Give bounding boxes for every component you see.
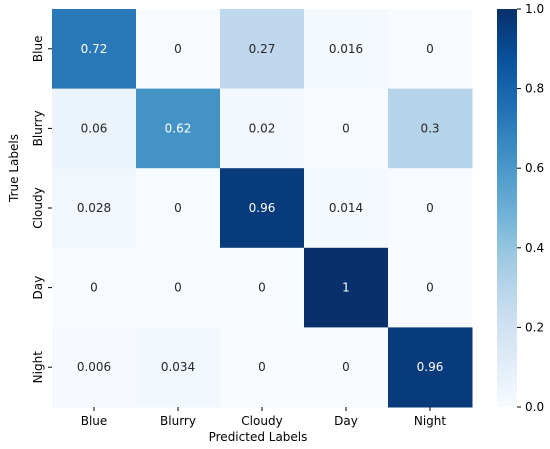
x-tick-label: Blue bbox=[81, 414, 108, 428]
heatmap-cell bbox=[388, 88, 473, 169]
colorbar-tick-label: 1.0 bbox=[525, 2, 544, 16]
heatmap-cell bbox=[136, 88, 221, 169]
y-tick-label: Cloudy bbox=[31, 187, 45, 228]
heatmap-cell bbox=[220, 168, 305, 249]
heatmap-cell bbox=[52, 168, 137, 249]
cell-value-label: 0 bbox=[426, 42, 434, 56]
heatmap-cell bbox=[52, 247, 137, 328]
heatmap-cell bbox=[388, 168, 473, 249]
heatmap-cell bbox=[388, 247, 473, 328]
cell-value-label: 0.006 bbox=[77, 360, 111, 374]
heatmap-cell bbox=[388, 9, 473, 90]
x-tick-label: Blurry bbox=[160, 414, 196, 428]
x-axis-ticks: Blue Blurry Cloudy Day Night bbox=[81, 407, 447, 428]
heatmap-cell bbox=[136, 9, 221, 90]
y-tick-label: Day bbox=[31, 276, 45, 300]
cell-value-label: 0.028 bbox=[77, 201, 111, 215]
heatmap-cell bbox=[220, 9, 305, 90]
y-tick-label: Blurry bbox=[31, 110, 45, 146]
heatmap-cell bbox=[52, 88, 137, 169]
cell-value-label: 0 bbox=[90, 281, 98, 295]
y-tick-label: Blue bbox=[31, 36, 45, 63]
colorbar-ticks: 0.0 0.2 0.4 0.6 0.8 1.0 bbox=[517, 2, 544, 414]
heatmap-cell bbox=[388, 327, 473, 408]
heatmap-cell bbox=[304, 327, 389, 408]
colorbar-tick-label: 0.8 bbox=[525, 82, 544, 96]
heatmap-cell bbox=[304, 168, 389, 249]
colorbar-tick-label: 0.4 bbox=[525, 241, 544, 255]
x-tick-label: Cloudy bbox=[241, 414, 282, 428]
heatmap-cell-labels: 0.72 0 0.27 0.016 0 0.06 0.62 0.02 0 0.3 0.028 0 0.9… bbox=[77, 42, 444, 374]
cell-value-label: 0.02 bbox=[249, 121, 276, 135]
cell-value-label: 0 bbox=[426, 281, 434, 295]
heatmap-cell bbox=[220, 247, 305, 328]
colorbar-tick-label: 0.2 bbox=[525, 320, 544, 334]
heatmap-cell bbox=[220, 327, 305, 408]
x-tick-label: Day bbox=[334, 414, 358, 428]
x-axis-label: Predicted Labels bbox=[209, 430, 308, 444]
cell-value-label: 0.62 bbox=[165, 121, 192, 135]
heatmap-cell bbox=[52, 327, 137, 408]
heatmap-cells bbox=[52, 9, 473, 408]
heatmap-cell bbox=[136, 247, 221, 328]
colorbar-tick-label: 0.6 bbox=[525, 161, 544, 175]
heatmap-cell bbox=[52, 9, 137, 90]
heatmap-cell bbox=[304, 88, 389, 169]
y-axis-ticks: Blue Blurry Cloudy Day Night bbox=[31, 36, 52, 384]
cell-value-label: 0 bbox=[258, 360, 266, 374]
cell-value-label: 0 bbox=[426, 201, 434, 215]
cell-value-label: 0.96 bbox=[417, 360, 444, 374]
cell-value-label: 0 bbox=[342, 360, 350, 374]
cell-value-label: 0.3 bbox=[420, 121, 439, 135]
x-tick-label: Night bbox=[414, 414, 447, 428]
cell-value-label: 0.96 bbox=[249, 201, 276, 215]
y-tick-label: Night bbox=[31, 351, 45, 384]
colorbar bbox=[497, 9, 517, 407]
heatmap-cell bbox=[220, 88, 305, 169]
cell-value-label: 0 bbox=[258, 281, 266, 295]
heatmap-cell bbox=[136, 168, 221, 249]
heatmap-cell bbox=[304, 247, 389, 328]
cell-value-label: 0 bbox=[174, 281, 182, 295]
cell-value-label: 0.034 bbox=[161, 360, 195, 374]
cell-value-label: 0.016 bbox=[329, 42, 363, 56]
cell-value-label: 0.72 bbox=[81, 42, 108, 56]
cell-value-label: 0 bbox=[342, 121, 350, 135]
cell-value-label: 0.014 bbox=[329, 201, 363, 215]
y-axis-label: True Labels bbox=[7, 134, 21, 203]
colorbar-tick-label: 0.0 bbox=[525, 400, 544, 414]
cell-value-label: 1 bbox=[342, 281, 350, 295]
cell-value-label: 0 bbox=[174, 42, 182, 56]
heatmap-cell bbox=[304, 9, 389, 90]
cell-value-label: 0.06 bbox=[81, 121, 108, 135]
cell-value-label: 0.27 bbox=[249, 42, 276, 56]
cell-value-label: 0 bbox=[174, 201, 182, 215]
heatmap-cell bbox=[136, 327, 221, 408]
